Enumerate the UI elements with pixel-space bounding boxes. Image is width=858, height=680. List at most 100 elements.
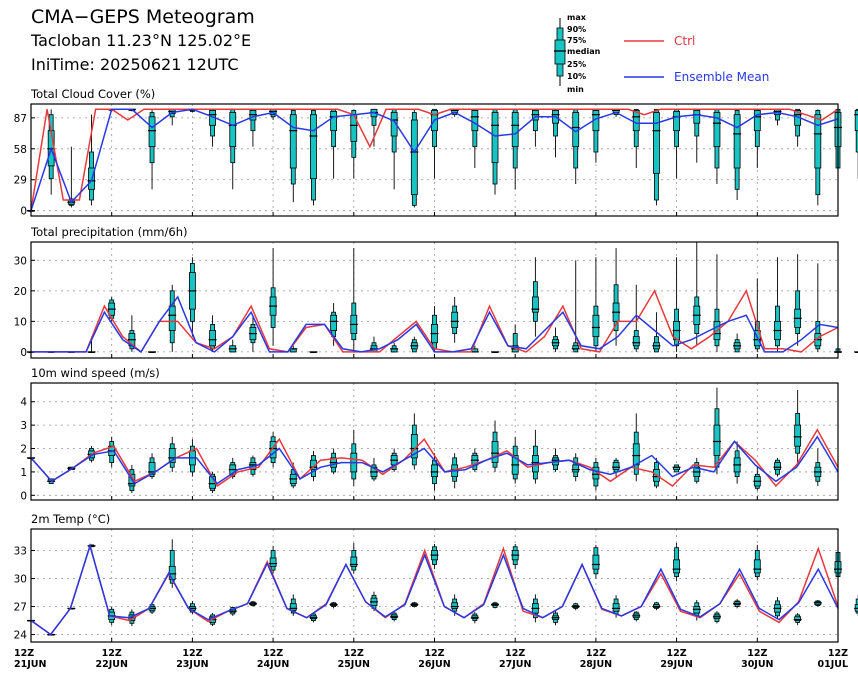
x-tick-time: 12Z — [505, 648, 525, 659]
box-iqr — [733, 114, 741, 169]
box-iqr — [289, 603, 297, 611]
panel-3: 10m wind speed (m/s) 0 1 2 3 4 — [20, 366, 839, 502]
x-tick-date: 24JUN — [257, 659, 289, 670]
box-iqr — [471, 110, 479, 132]
x-tick-date: 28JUN — [580, 659, 612, 670]
y-tick-label: 24 — [14, 630, 28, 642]
box-iqr — [431, 464, 438, 477]
legend-iqr-box — [554, 39, 566, 65]
legend-box-label: max — [567, 13, 587, 22]
panel-title: 2m Temp (°C) — [31, 512, 110, 526]
panel-1: Total Cloud Cover (%) 0 29 58 87 — [14, 87, 858, 218]
x-tick-date: 21JUN — [14, 659, 46, 670]
panel-title: Total Cloud Cover (%) — [30, 87, 155, 101]
box-iqr — [753, 559, 761, 574]
x-tick-time: 12Z — [424, 648, 444, 659]
y-tick-label: 0 — [20, 490, 27, 502]
box-iqr — [330, 111, 338, 132]
x-tick-date: 30JUN — [741, 659, 773, 670]
box-iqr — [653, 112, 660, 174]
legend-box-label: median — [567, 47, 601, 56]
box-iqr — [209, 330, 216, 347]
box-iqr — [330, 314, 338, 331]
ensemble-mean-line — [30, 543, 839, 636]
box-iqr — [753, 110, 761, 132]
legend-box-label: 75% — [567, 36, 586, 45]
x-tick-time: 12Z — [182, 648, 202, 659]
x-tick-time: 12Z — [263, 648, 283, 659]
y-tick-label: 87 — [14, 113, 27, 125]
x-tick-date: 23JUN — [176, 659, 208, 670]
ctrl-line — [30, 108, 839, 211]
box-iqr — [774, 462, 781, 470]
panel-4: 2m Temp (°C) 24 27 30 33 — [14, 512, 858, 643]
legend-box-label: 25% — [567, 60, 586, 69]
y-tick-label: 30 — [14, 255, 27, 267]
x-tick-time: 12Z — [747, 648, 767, 659]
y-tick-label: 20 — [14, 286, 27, 298]
y-tick-label: 4 — [20, 397, 27, 409]
y-tick-label: 3 — [20, 420, 27, 432]
ensemble-mean-line — [30, 435, 839, 485]
box-iqr — [592, 554, 600, 570]
box-iqr — [269, 441, 277, 459]
box-iqr — [713, 424, 721, 456]
x-tick-time: 12Z — [344, 648, 364, 659]
x-tick-date: 27JUN — [499, 659, 531, 670]
y-tick-label: 2 — [20, 444, 27, 456]
box-iqr — [148, 116, 156, 148]
x-tick-time: 12Z — [667, 648, 687, 659]
y-tick-label: 58 — [14, 144, 27, 156]
x-axis-labels: 12Z21JUN12Z22JUN12Z23JUN12Z24JUN12Z25JUN… — [14, 648, 848, 670]
x-tick-date: 25JUN — [338, 659, 370, 670]
box-iqr — [794, 424, 802, 447]
y-tick-label: 30 — [14, 573, 27, 585]
box-iqr — [229, 112, 237, 148]
y-tick-label: 29 — [14, 175, 27, 187]
y-tick-label: 33 — [14, 545, 27, 557]
box-iqr — [592, 314, 600, 338]
box-iqr — [491, 441, 499, 463]
box-iqr — [632, 110, 640, 132]
ensemble-mean-line — [30, 108, 839, 211]
ensemble-mean-line — [31, 295, 839, 353]
box-iqr — [673, 111, 680, 132]
box-iqr — [794, 616, 802, 621]
y-tick-label: 27 — [14, 602, 27, 614]
legend-box-label: 10% — [567, 72, 586, 81]
x-tick-time: 12Z — [102, 648, 122, 659]
box-iqr — [511, 112, 519, 148]
box-iqr — [673, 559, 680, 574]
x-tick-time: 12Z — [586, 648, 606, 659]
box-iqr — [269, 557, 277, 567]
box-iqr — [451, 602, 459, 609]
y-tick-label: 1 — [20, 467, 27, 479]
legend-ctrl-label: Ctrl — [674, 34, 695, 48]
panel-title: 10m wind speed (m/s) — [31, 366, 160, 380]
panel-title: Total precipitation (mm/6h) — [30, 225, 187, 239]
box-iqr — [612, 462, 620, 470]
x-tick-date: 01JUL — [817, 659, 848, 670]
box-iqr — [491, 112, 499, 164]
location-label: Tacloban 11.23°N 125.02°E — [31, 31, 252, 50]
y-tick-label: 0 — [20, 206, 27, 218]
box-iqr — [854, 110, 858, 132]
panel-2: Total precipitation (mm/6h) 0 10 20 30 — [14, 225, 858, 359]
box-iqr — [632, 443, 640, 466]
box-iqr — [814, 114, 822, 169]
chart-title: CMA−GEPS Meteogram — [31, 6, 255, 28]
x-tick-date: 26JUN — [418, 659, 450, 670]
box-iqr — [451, 311, 459, 328]
box-iqr — [531, 296, 539, 313]
y-tick-label: 10 — [14, 316, 27, 328]
box-iqr — [612, 603, 620, 612]
x-tick-time: 12Z — [828, 648, 848, 659]
x-tick-date: 29JUN — [660, 659, 692, 670]
legend: max 90% 75% median 25% 10% min Ctrl Ensemble Mea… — [554, 13, 769, 94]
box-iqr — [168, 448, 176, 463]
box-iqr — [713, 112, 721, 148]
box-iqr — [410, 119, 418, 196]
x-tick-time: 12Z — [14, 648, 34, 659]
legend-box-label: 90% — [567, 25, 586, 34]
